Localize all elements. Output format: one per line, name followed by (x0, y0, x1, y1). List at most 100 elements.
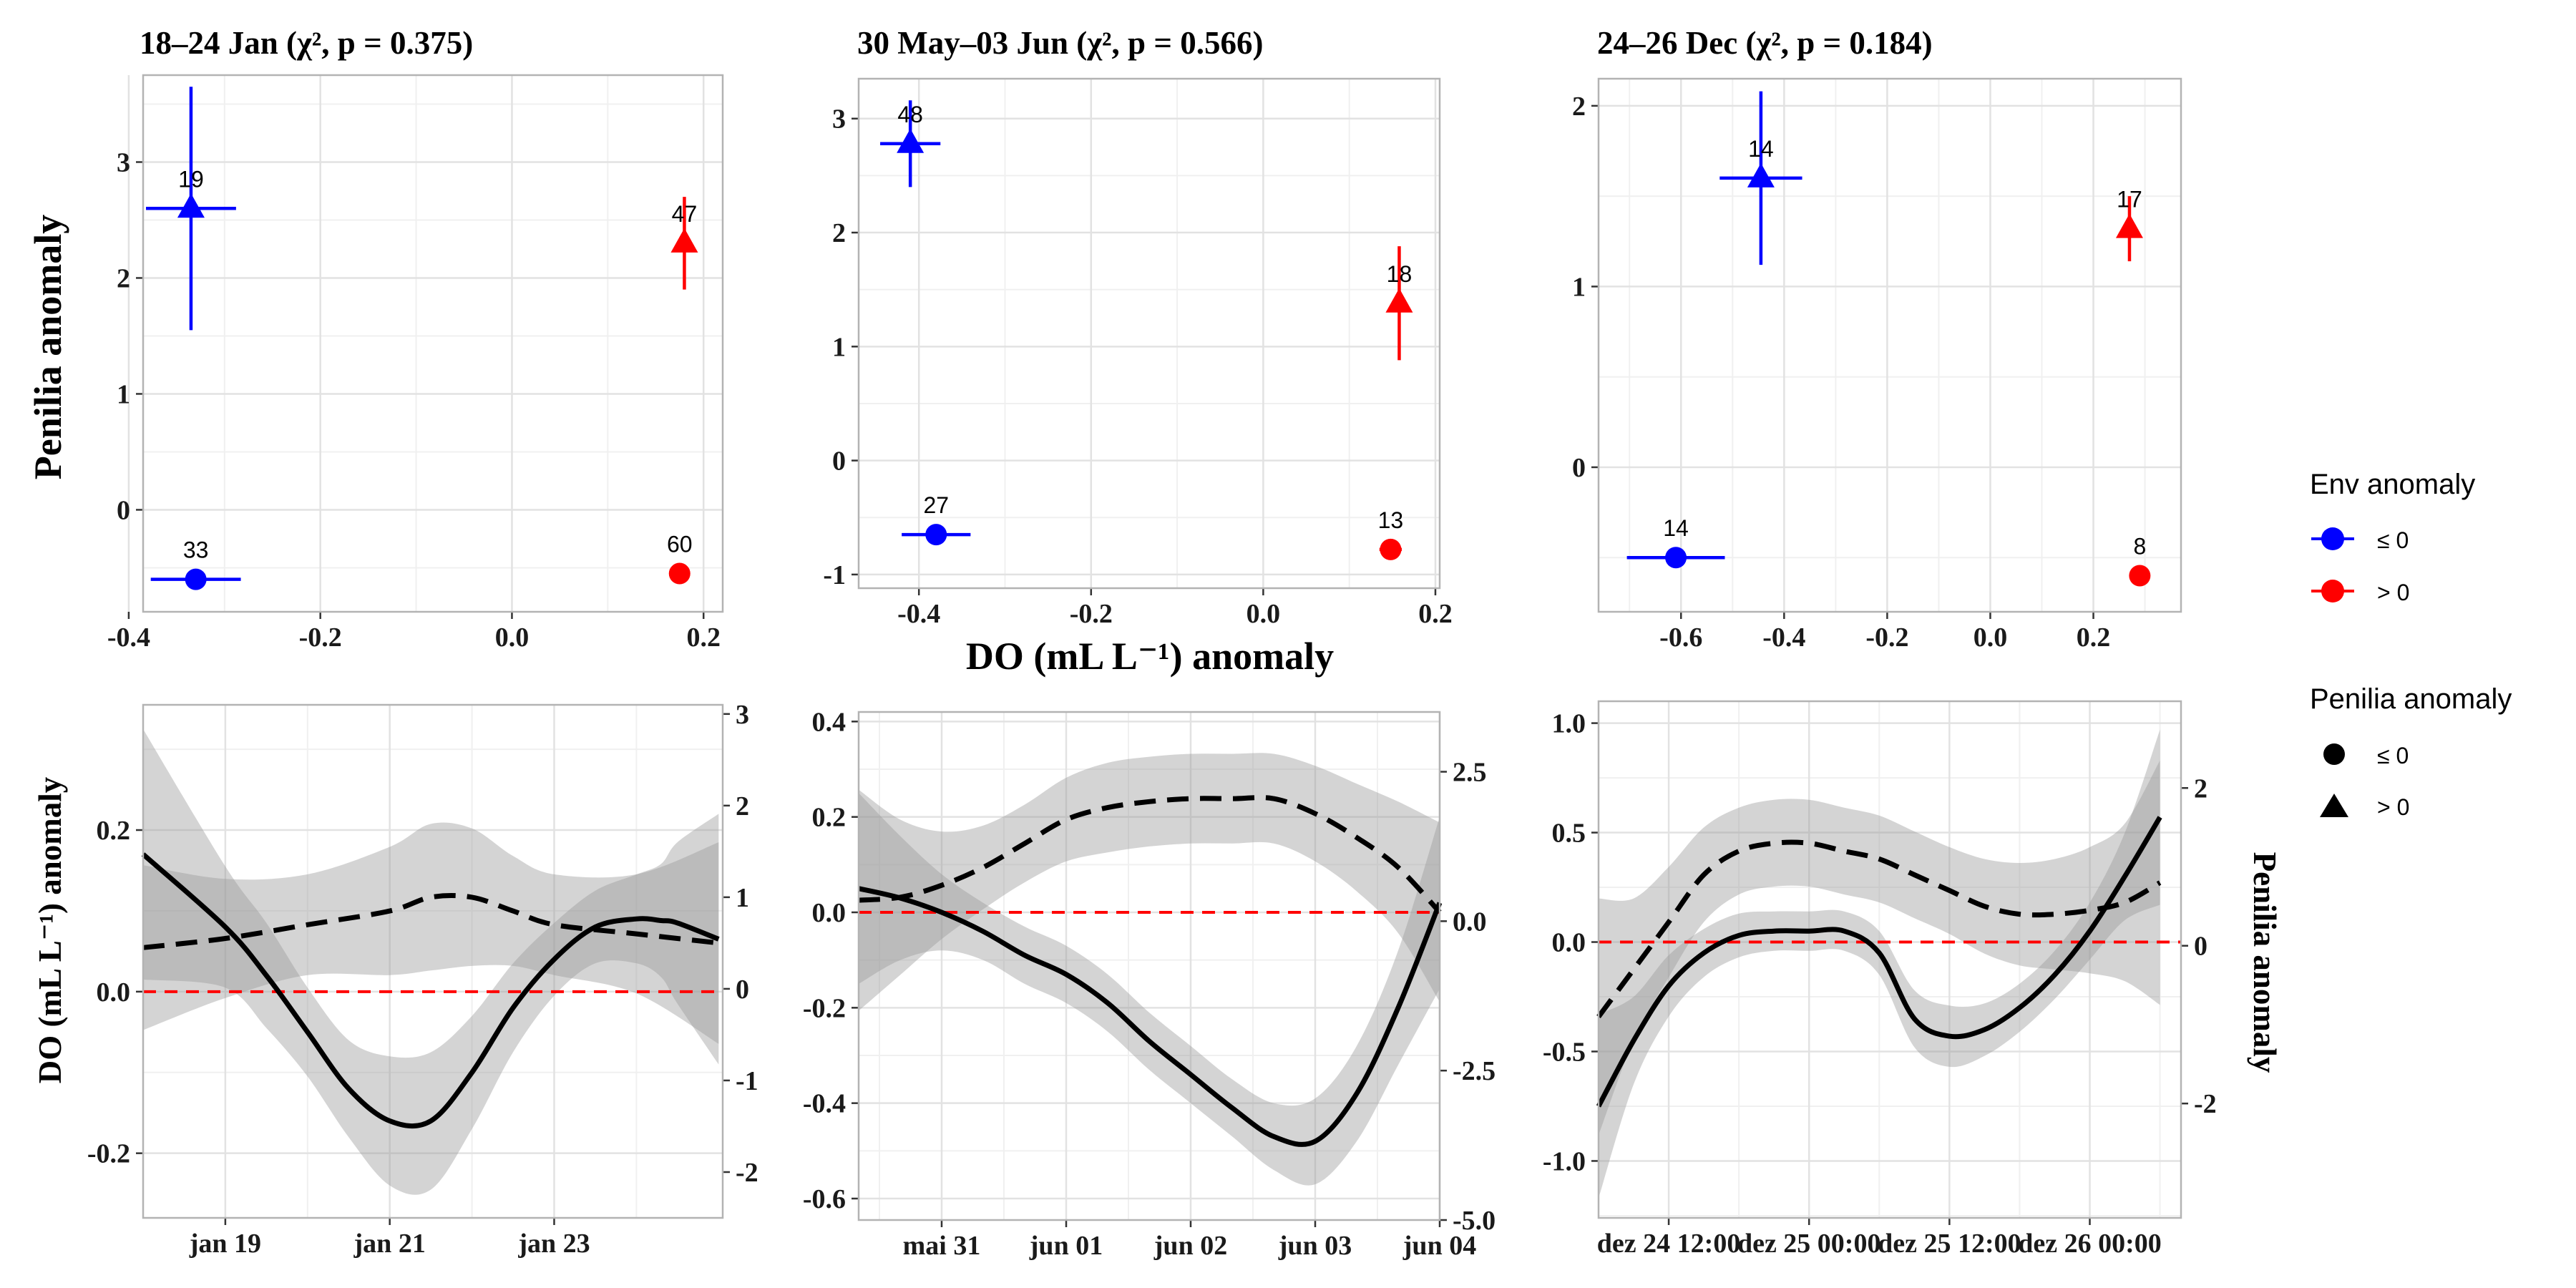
sample-size-label: 8 (2133, 533, 2146, 559)
x-tick-label: jan 21 (353, 1229, 426, 1259)
legend: Env anomaly ≤ 0 > 0 Penilia anomaly ≤ 0 … (2310, 469, 2512, 820)
y2-tick-label: -1 (736, 1066, 758, 1096)
chart-panel-2: -0.4 -0.2 0.0 0.2 -1 0 1 2 3 48 18 27 13 (823, 77, 1453, 629)
data-point-2: 17 (2115, 187, 2143, 262)
y2-tick-label: -5.0 (1453, 1206, 1496, 1236)
sample-size-label: 48 (897, 102, 923, 127)
data-point-3: 14 (1626, 515, 1725, 569)
y-tick-label: 1 (1572, 272, 1586, 302)
y-tick-label: 0 (117, 495, 130, 525)
triangle-marker (177, 193, 205, 218)
sample-size-label: 14 (1748, 136, 1774, 162)
panel-border (1597, 700, 2182, 1219)
sample-size-label: 14 (1663, 515, 1689, 541)
penilia-confidence-band (859, 753, 1440, 1011)
legend-penilia-title: Penilia anomaly (2310, 683, 2512, 715)
y-tick-label: 0.4 (812, 707, 847, 737)
data-point-1: 14 (1719, 91, 1802, 265)
triangle-marker (1385, 288, 1413, 313)
y-tick-label: -1 (823, 560, 846, 590)
panel-background (143, 75, 723, 612)
x-tick-label: mai 31 (903, 1231, 981, 1261)
panel-3-title: 24–26 Dec (χ², p = 0.184) (1597, 25, 1933, 61)
data-point-4: 8 (2129, 533, 2151, 587)
shared-x-axis-title: DO (mL L⁻¹) anomaly (966, 635, 1334, 678)
x-tick-label: dez 25 12:00 (1878, 1229, 2021, 1259)
x-tick-label: 0.0 (1246, 599, 1281, 629)
data-point-4: 13 (1378, 507, 1404, 560)
y-tick-label: 2 (117, 263, 130, 293)
y-tick-label: -0.2 (87, 1139, 130, 1169)
legend-penilia-label-le0: ≤ 0 (2377, 743, 2409, 769)
circle-marker (925, 524, 947, 546)
sample-size-label: 47 (672, 201, 698, 227)
panel-background (143, 705, 723, 1218)
data-point-2: 47 (670, 197, 698, 290)
x-tick-label: 0.2 (686, 623, 721, 653)
x-tick-label: dez 24 12:00 (1597, 1229, 1741, 1259)
triangle-marker (670, 228, 698, 253)
y2-tick-label: -2 (2194, 1089, 2217, 1119)
y-tick-label: -0.2 (803, 993, 846, 1023)
do-smooth-line (141, 852, 720, 1129)
y-tick-label: 1 (117, 379, 130, 409)
y2-tick-label: 2.5 (1453, 758, 1487, 788)
y-tick-label: -0.4 (803, 1089, 846, 1119)
x-tick-label: jun 04 (1402, 1231, 1476, 1261)
y2-tick-label: -2 (736, 1158, 758, 1188)
sample-size-label: 33 (183, 537, 209, 563)
x-tick-label: dez 26 00:00 (2018, 1229, 2162, 1259)
legend-env-label-gt0: > 0 (2377, 580, 2409, 605)
panel-2-title: 30 May–03 Jun (χ², p = 0.566) (857, 25, 1263, 61)
x-tick-label: 0.0 (1974, 623, 2008, 653)
panel-background (859, 712, 1440, 1220)
sample-size-label: 27 (923, 492, 949, 518)
circle-marker (2129, 565, 2151, 587)
y2-tick-label: 2 (736, 791, 749, 821)
y2-tick-label: 3 (736, 700, 749, 730)
y-tick-label: 1 (832, 332, 846, 362)
penilia-confidence-band (143, 822, 719, 1044)
y-tick-label: 0.5 (1552, 819, 1586, 849)
penilia-smooth-line (142, 893, 719, 950)
y-tick-label: 0.0 (812, 898, 847, 928)
sample-size-label: 19 (178, 166, 204, 192)
chart-panel-3: -0.6 -0.4 -0.2 0.0 0.2 0 1 2 14 17 14 8 (1572, 77, 2182, 653)
x-tick-label: dez 25 00:00 (1737, 1229, 1881, 1259)
panel-border (142, 703, 724, 1219)
penilia-confidence-band (1599, 760, 2160, 1136)
y-tick-label: 0.0 (97, 977, 131, 1008)
y-tick-label: 3 (117, 147, 130, 177)
penilia-smooth-line (1596, 839, 2162, 1018)
x-tick-label: jun 03 (1278, 1231, 1352, 1261)
data-point-1: 48 (880, 100, 941, 187)
x-tick-label: -0.2 (299, 623, 342, 653)
circle-marker (1665, 547, 1687, 569)
x-tick-label: -0.4 (107, 623, 150, 653)
legend-penilia-item-gt0: > 0 (2320, 794, 2409, 820)
y-tick-label: 2 (832, 218, 846, 248)
x-tick-label: 0.2 (1418, 599, 1453, 629)
panel-border (1597, 77, 2182, 613)
top-y-axis-title: Penilia anomaly (26, 215, 69, 480)
legend-penilia-label-gt0: > 0 (2377, 794, 2409, 820)
do-smooth-line (1596, 816, 2162, 1108)
panel-background (1599, 79, 2181, 612)
circle-marker (668, 562, 691, 585)
legend-env-title: Env anomaly (2310, 469, 2475, 500)
legend-env-label-le0: ≤ 0 (2377, 527, 2409, 553)
y2-tick-label: 2 (2194, 774, 2207, 804)
sample-size-label: 18 (1387, 261, 1413, 287)
sample-size-label: 13 (1378, 507, 1404, 533)
triangle-marker (2115, 213, 2143, 238)
x-tick-label: 0.0 (495, 623, 530, 653)
panel-border (857, 77, 1441, 590)
legend-env-item-gt0: > 0 (2311, 580, 2409, 605)
chart-panel-5: mai 31 jun 01 jun 02 jun 03 jun 04 -0.6 -0.4 -0… (803, 707, 1496, 1261)
y-tick-label: -0.6 (803, 1184, 846, 1214)
y-tick-label: -1.0 (1543, 1146, 1586, 1176)
bottom-right-y-axis-title: Penilia anomaly (2247, 852, 2283, 1073)
do-confidence-band (1599, 729, 2160, 1199)
